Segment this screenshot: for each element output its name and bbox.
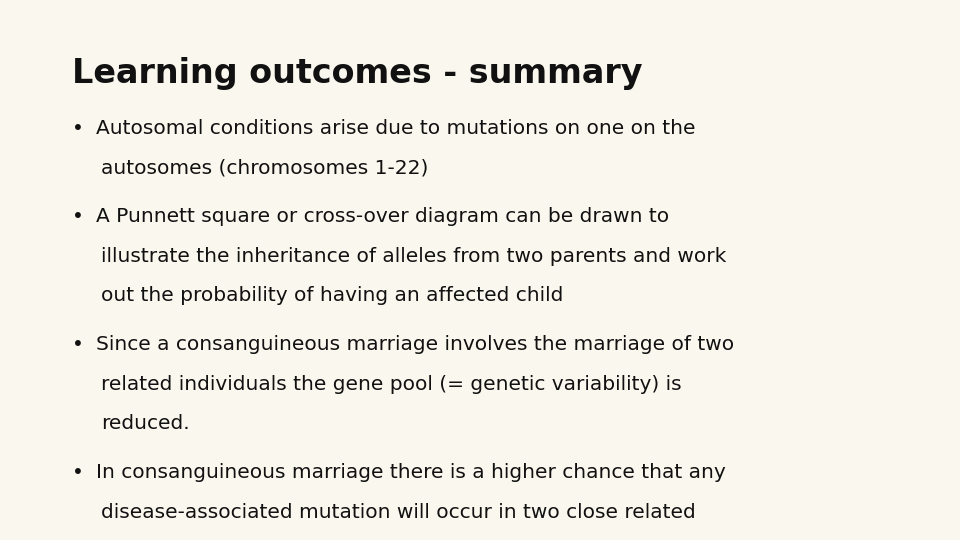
- Text: Since a consanguineous marriage involves the marriage of two: Since a consanguineous marriage involves…: [96, 335, 734, 354]
- Text: autosomes (chromosomes 1-22): autosomes (chromosomes 1-22): [101, 158, 428, 177]
- Text: out the probability of having an affected child: out the probability of having an affecte…: [101, 286, 564, 305]
- Text: •: •: [72, 335, 84, 354]
- Text: illustrate the inheritance of alleles from two parents and work: illustrate the inheritance of alleles fr…: [101, 247, 726, 266]
- Text: A Punnett square or cross-over diagram can be drawn to: A Punnett square or cross-over diagram c…: [96, 207, 669, 226]
- Text: disease-associated mutation will occur in two close related: disease-associated mutation will occur i…: [101, 503, 696, 522]
- Text: related individuals the gene pool (= genetic variability) is: related individuals the gene pool (= gen…: [101, 375, 682, 394]
- Text: Autosomal conditions arise due to mutations on one on the: Autosomal conditions arise due to mutati…: [96, 119, 695, 138]
- Text: •: •: [72, 119, 84, 138]
- Text: •: •: [72, 207, 84, 226]
- Text: reduced.: reduced.: [101, 414, 189, 433]
- Text: In consanguineous marriage there is a higher chance that any: In consanguineous marriage there is a hi…: [96, 463, 726, 482]
- Text: Learning outcomes - summary: Learning outcomes - summary: [72, 57, 642, 90]
- Text: •: •: [72, 463, 84, 482]
